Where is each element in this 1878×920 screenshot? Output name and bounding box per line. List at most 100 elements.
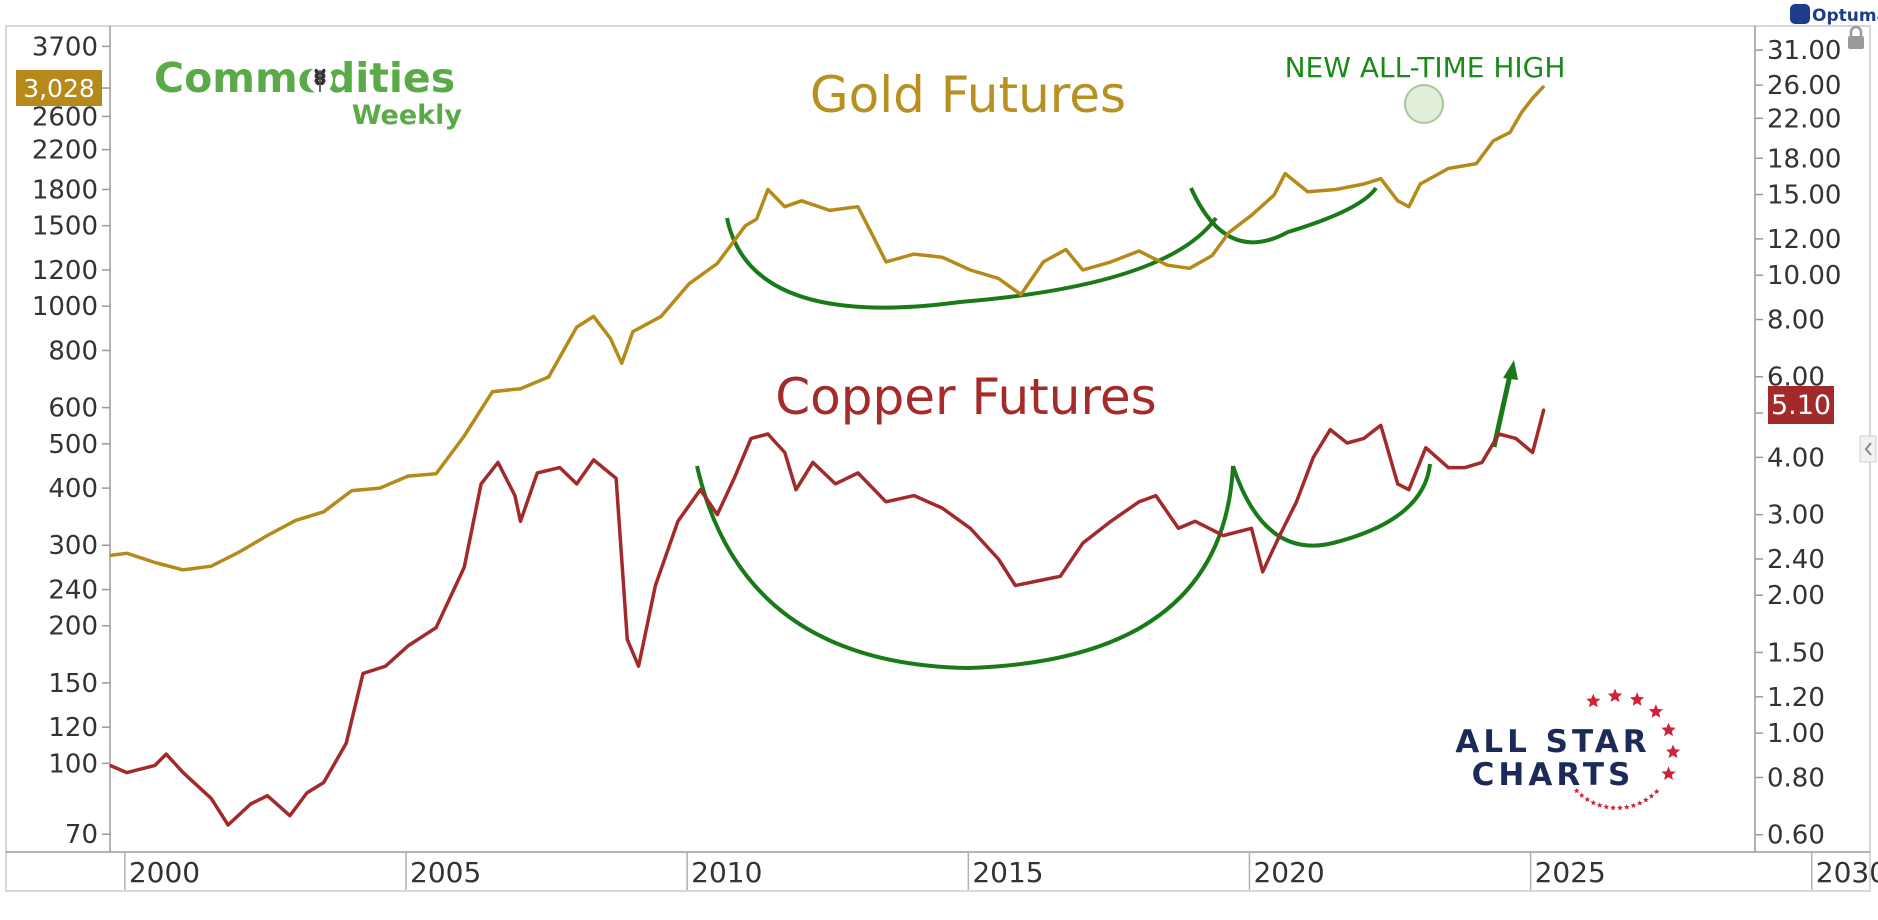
optuma-logo-text: Optuma bbox=[1812, 6, 1878, 26]
copper-data-point bbox=[654, 584, 657, 587]
gold-data-point bbox=[1065, 248, 1067, 251]
gold-data-point bbox=[1273, 194, 1275, 196]
gold-data-point bbox=[857, 205, 859, 208]
gold-data-point bbox=[660, 315, 662, 318]
gold-series-points bbox=[109, 85, 1545, 571]
x-tick-label: 2010 bbox=[691, 856, 762, 889]
x-tick-label: 2015 bbox=[972, 856, 1043, 889]
small-star-icon bbox=[1584, 796, 1591, 802]
copper-data-point bbox=[767, 433, 769, 435]
gold-data-point bbox=[941, 256, 943, 259]
gold-data-point bbox=[1520, 111, 1523, 114]
gold-data-point bbox=[322, 511, 325, 513]
copper-data-point bbox=[1278, 534, 1281, 537]
x-tick-label: 2005 bbox=[410, 856, 481, 889]
copper-data-point bbox=[784, 451, 786, 454]
copper-data-point bbox=[210, 797, 212, 800]
gold-data-point bbox=[1042, 261, 1045, 263]
copper-data-point bbox=[1059, 575, 1062, 578]
left-tick-label: 100 bbox=[48, 749, 98, 779]
small-star-icon bbox=[1573, 787, 1580, 794]
gold-data-point bbox=[1531, 97, 1534, 99]
gold-data-point bbox=[969, 269, 972, 271]
copper-series-points bbox=[109, 408, 1545, 826]
lock-icon[interactable] bbox=[1848, 25, 1864, 49]
allstar-logo-line1: ALL STAR bbox=[1455, 724, 1650, 760]
x-tick-label: 2030 bbox=[1816, 856, 1878, 889]
right-tick-label: 1.00 bbox=[1767, 719, 1825, 749]
gold-data-point bbox=[1110, 261, 1112, 263]
copper-data-point bbox=[514, 494, 516, 497]
gold-data-point bbox=[1396, 200, 1399, 202]
copper-data-point bbox=[677, 520, 679, 523]
gold-data-point bbox=[1188, 267, 1191, 270]
gold-data-point bbox=[800, 200, 803, 202]
gold-data-point bbox=[744, 224, 747, 227]
copper-data-point bbox=[913, 494, 915, 497]
copper-data-point bbox=[812, 461, 814, 464]
left-tick-label: 70 bbox=[65, 820, 98, 850]
copper-data-point bbox=[109, 764, 111, 767]
right-tick-label: 18.00 bbox=[1767, 144, 1841, 174]
copper-data-point bbox=[480, 483, 482, 485]
x-tick-label: 2020 bbox=[1253, 856, 1324, 889]
small-star-icon bbox=[1590, 799, 1597, 806]
copper-data-point bbox=[626, 638, 629, 641]
left-tick-label: 800 bbox=[48, 336, 98, 366]
gold-data-point bbox=[1419, 183, 1421, 185]
gold-data-point bbox=[885, 261, 887, 263]
copper-data-point bbox=[615, 477, 617, 480]
copper-data-point bbox=[559, 466, 561, 469]
gold-data-point bbox=[238, 551, 241, 553]
small-star-icon bbox=[1653, 788, 1660, 794]
right-tick-label: 0.80 bbox=[1767, 763, 1825, 793]
copper-data-point bbox=[733, 477, 735, 480]
wheat-icon bbox=[307, 67, 333, 93]
gold-data-point bbox=[1228, 231, 1230, 234]
gold-data-point bbox=[126, 552, 128, 555]
right-tick-label: 1.20 bbox=[1767, 683, 1825, 713]
gold-data-point bbox=[351, 489, 353, 492]
gold-data-point bbox=[1380, 177, 1382, 180]
gold-data-point bbox=[997, 277, 1000, 280]
x-tick-label: 2025 bbox=[1535, 856, 1606, 889]
copper-data-point bbox=[1222, 534, 1225, 537]
copper-data-point bbox=[1464, 466, 1466, 469]
left-tick-label: 600 bbox=[48, 394, 98, 424]
copper-data-point bbox=[969, 527, 972, 530]
copper-data-point bbox=[519, 520, 522, 523]
small-star-icon bbox=[1623, 804, 1630, 810]
copper-data-point bbox=[1261, 571, 1264, 573]
copper-data-point bbox=[1014, 584, 1017, 587]
star-icon bbox=[1661, 722, 1676, 737]
copper-data-point bbox=[1408, 488, 1410, 491]
right-tick-label: 2.40 bbox=[1767, 545, 1825, 575]
gold-last-value-badge bbox=[16, 70, 102, 106]
copper-data-point bbox=[154, 764, 156, 767]
star-icon bbox=[1665, 744, 1681, 759]
right-tick-label: 0.60 bbox=[1767, 821, 1825, 851]
gold-data-point bbox=[716, 262, 719, 265]
left-tick-label: 1000 bbox=[32, 292, 98, 322]
gold-data-point bbox=[1408, 205, 1410, 208]
copper-last-value-badge bbox=[1768, 386, 1834, 424]
star-icon bbox=[1586, 693, 1601, 708]
gold-data-point bbox=[1447, 167, 1450, 170]
copper-data-point bbox=[362, 672, 364, 675]
collapse-chevron-icon[interactable] bbox=[1859, 435, 1877, 463]
copper-data-point bbox=[1177, 527, 1180, 530]
copper-data-point bbox=[1531, 451, 1534, 454]
copper-handle-arc bbox=[1231, 463, 1432, 548]
gold-series-line bbox=[109, 85, 1546, 572]
small-star-icon bbox=[1578, 792, 1585, 798]
gold-data-point bbox=[1020, 293, 1022, 296]
copper-base-arc bbox=[695, 465, 1235, 671]
gold-data-point bbox=[379, 487, 381, 489]
gold-handle-arc bbox=[1189, 186, 1378, 245]
copper-data-point bbox=[857, 472, 859, 474]
gold-data-point bbox=[1284, 172, 1286, 175]
copper-data-point bbox=[795, 488, 797, 491]
star-icon bbox=[1648, 704, 1663, 718]
left-tick-label: 240 bbox=[48, 576, 98, 606]
left-tick-label: 3700 bbox=[32, 32, 98, 62]
